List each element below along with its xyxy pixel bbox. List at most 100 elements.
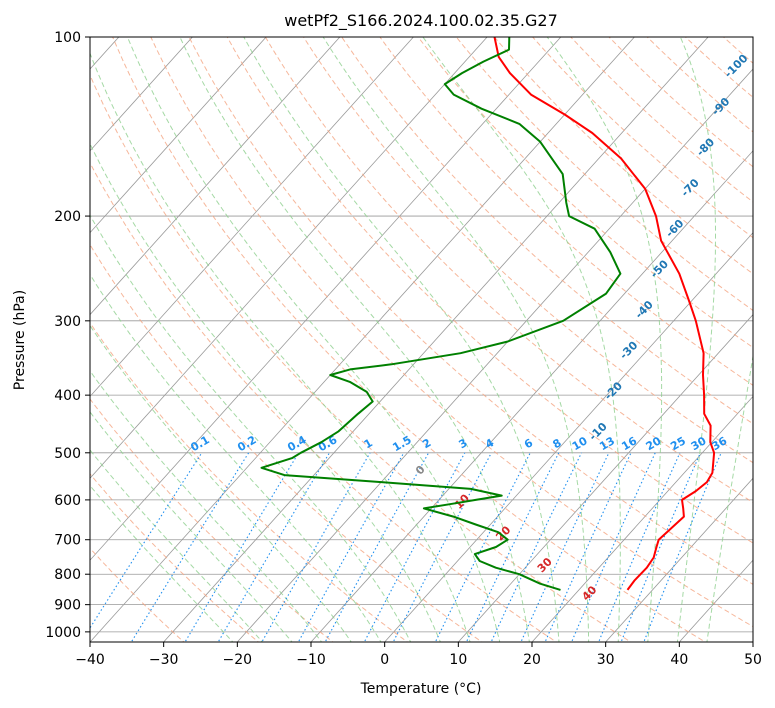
mixing-ratio-line xyxy=(598,452,681,642)
x-tick-label: −40 xyxy=(75,652,105,668)
y-tick-label: 700 xyxy=(54,533,81,549)
moist-adiabat-line xyxy=(90,484,234,642)
dry-adiabat-line xyxy=(226,37,753,544)
mixing-ratio-line xyxy=(490,452,582,642)
x-axis-label: Temperature (°C) xyxy=(360,681,482,697)
mixing-ratio-line xyxy=(130,452,250,642)
isotherm-line xyxy=(531,395,753,642)
isotherm-line xyxy=(384,232,753,642)
mixing-ratio-line xyxy=(620,452,701,642)
mixing-ratio-label: 16 xyxy=(619,434,639,453)
y-tick-label: 100 xyxy=(54,30,81,46)
dry-adiabat-line xyxy=(90,243,483,642)
mixing-ratio-line xyxy=(363,452,466,642)
moist-adiabat-line xyxy=(126,37,501,642)
x-tick-label: 0 xyxy=(380,652,389,668)
moist-adiabat-line xyxy=(422,37,621,642)
isotherm-line xyxy=(752,641,753,642)
moist-adiabat-line xyxy=(322,37,590,642)
isotherm-line xyxy=(457,314,753,642)
x-tick-label: 20 xyxy=(523,652,541,668)
y-tick-label: 200 xyxy=(54,209,81,225)
isotherm-line xyxy=(310,150,753,642)
dry-adiabat-line xyxy=(341,37,753,425)
dry-adiabat-line xyxy=(531,37,753,239)
dry-adiabat-line xyxy=(90,321,409,642)
isotherm-line xyxy=(90,37,193,152)
dry-adiabat-label: -90 xyxy=(709,95,732,118)
moist-adiabat-line xyxy=(243,37,560,642)
dry-adiabat-line xyxy=(90,161,558,642)
y-tick-label: 400 xyxy=(54,388,81,404)
isotherm-line xyxy=(90,37,562,561)
chart-title: wetPf2_S166.2024.100.02.35.G27 xyxy=(284,11,558,31)
y-tick-label: 800 xyxy=(54,567,81,583)
plot-area: 0.1 0.2 0.4 0.6 1 1.5 2 3 4 6 8 10 13 16 20 25 30 36-100-… xyxy=(0,24,775,645)
moist-adiabat-line xyxy=(546,37,663,642)
dry-adiabat-line xyxy=(747,24,775,645)
x-tick-label: 40 xyxy=(670,652,688,668)
moist-adiabat-line xyxy=(179,37,530,642)
moist-adiabat-line xyxy=(90,214,412,642)
moist-adiabat-line xyxy=(676,37,716,642)
moist-adiabat-line xyxy=(90,52,471,642)
dry-adiabat-label: -50 xyxy=(648,257,671,280)
mixing-ratio-label: 25 xyxy=(668,434,688,453)
dry-adiabat-label: -80 xyxy=(694,135,717,158)
moist-adiabat-line xyxy=(90,273,382,642)
dry-adiabat-label: 20 xyxy=(493,523,513,543)
dry-adiabat-label: -20 xyxy=(602,379,625,402)
moist-adiabat-line xyxy=(90,142,441,642)
isotherm-line xyxy=(236,68,753,642)
moist-adiabat-line xyxy=(90,449,264,642)
mixing-ratio-label: 6 xyxy=(522,436,535,451)
dry-adiabat-line xyxy=(455,37,753,312)
mixing-ratio-label: 10 xyxy=(570,434,590,453)
mixing-ratio-line xyxy=(324,452,430,642)
dry-adiabat-label: 30 xyxy=(535,555,555,575)
mixing-ratio-label: 1.5 xyxy=(390,433,413,454)
moist-adiabat-line xyxy=(706,353,753,642)
isotherm-line xyxy=(0,24,57,645)
mixing-ratio-line xyxy=(184,452,300,642)
y-axis-label: Pressure (hPa) xyxy=(12,290,28,390)
plot-frame xyxy=(89,36,754,643)
x-tick-label: 50 xyxy=(744,652,762,668)
isotherm-line xyxy=(163,37,709,642)
isotherm-line xyxy=(678,559,753,642)
x-tick-label: 30 xyxy=(597,652,615,668)
isotherm-line xyxy=(90,37,267,234)
x-tick-label: −20 xyxy=(223,652,253,668)
moist-adiabat-line xyxy=(90,370,323,642)
dry-adiabat-label: -30 xyxy=(617,339,640,362)
dry-adiabat-line xyxy=(150,37,753,628)
mixing-ratio-line xyxy=(392,452,492,642)
moist-adiabat-line xyxy=(90,324,352,642)
dry-adiabat-label: -40 xyxy=(633,298,656,321)
isotherm-line xyxy=(90,37,341,316)
isotherm-line xyxy=(90,37,488,479)
y-tick-label: 300 xyxy=(54,314,81,330)
dry-adiabat-line xyxy=(90,73,632,642)
mixing-ratio-line xyxy=(297,452,405,642)
y-tick-label: 500 xyxy=(54,446,81,462)
dewpoint-profile-line xyxy=(260,37,622,591)
temperature-profile-line xyxy=(493,37,716,591)
y-tick-label: 600 xyxy=(54,493,81,509)
axes: −40 −30 −20 −10 0 10 20 30 40 50 100 200 300 400 500 60… xyxy=(45,30,762,668)
dry-adiabat-line xyxy=(264,37,753,504)
mixing-ratio-line xyxy=(261,452,371,642)
dry-adiabat-line xyxy=(570,37,753,203)
x-tick-label: −10 xyxy=(296,652,326,668)
dry-adiabat-line xyxy=(608,37,753,168)
mixing-ratio-line xyxy=(571,452,656,642)
dry-adiabat-line xyxy=(379,37,753,386)
mixing-ratio-label: 8 xyxy=(551,436,564,451)
dry-adiabat-line xyxy=(302,37,753,464)
mixing-ratio-label: 30 xyxy=(689,434,709,453)
isotherm-line xyxy=(605,477,753,642)
mixing-ratio-label: 1 xyxy=(362,436,375,451)
dry-adiabat-label: -60 xyxy=(663,217,686,240)
dry-adiabat-label: -70 xyxy=(679,176,702,199)
